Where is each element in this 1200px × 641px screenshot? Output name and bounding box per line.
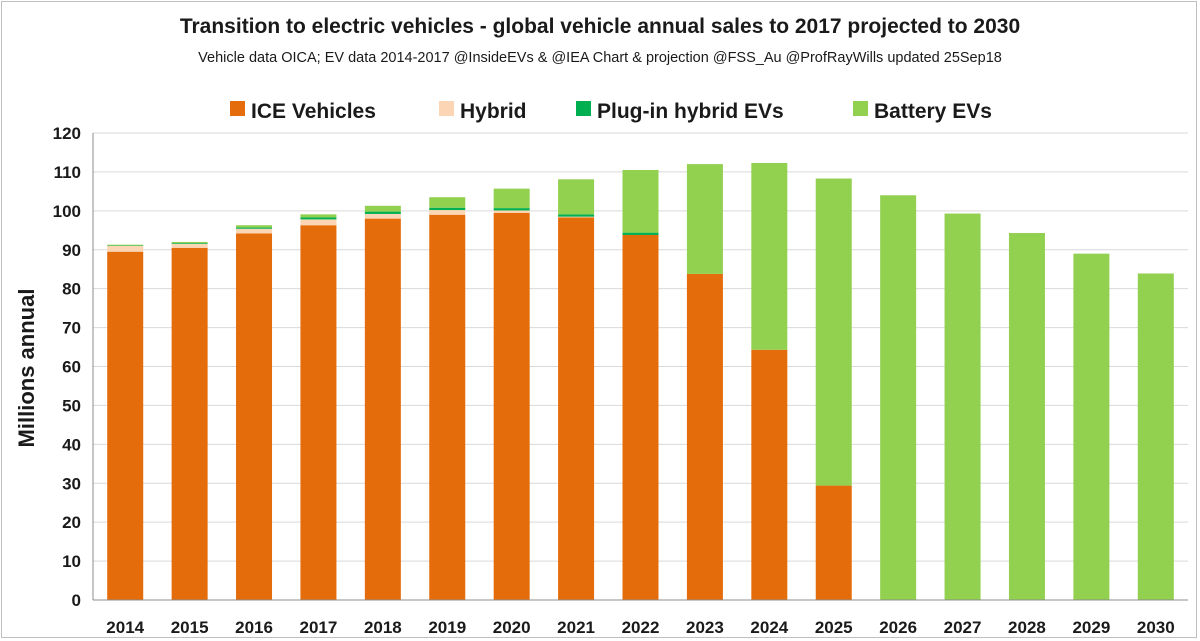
bars [107,162,1174,601]
bar-segment-plug-in-hybrid-evs-2021 [558,214,595,217]
bar-segment-hybrid-2018 [364,213,401,219]
bar-segment-battery-evs-2025 [815,178,852,486]
x-tick-label: 2030 [1137,618,1175,637]
bar-segment-ice-vehicles-2023 [686,273,723,600]
y-tick-label: 50 [62,396,81,415]
legend-swatch [853,101,868,116]
bar-segment-plug-in-hybrid-evs-2015 [171,243,208,244]
bar-segment-plug-in-hybrid-evs-2016 [236,227,273,229]
bar-segment-hybrid-2015 [171,243,208,248]
bar-segment-battery-evs-2018 [364,205,401,212]
bar-segment-battery-evs-2029 [1073,253,1110,600]
bar-segment-hybrid-2014 [107,245,144,252]
x-tick-label: 2029 [1072,618,1110,637]
bar-segment-battery-evs-2019 [429,197,466,208]
bar-segment-ice-vehicles-2022 [622,234,659,600]
legend-swatch [230,101,245,116]
bar-segment-ice-vehicles-2018 [364,218,401,600]
x-tick-label: 2025 [815,618,853,637]
bar-segment-ice-vehicles-2015 [171,247,208,601]
bar-segment-plug-in-hybrid-evs-2017 [300,217,337,220]
x-tick-label: 2021 [557,618,595,637]
bar-segment-battery-evs-2023 [686,164,723,274]
x-tick-label: 2020 [493,618,531,637]
bar-segment-hybrid-2019 [429,210,466,215]
y-tick-label: 20 [62,513,81,532]
bar-segment-ice-vehicles-2014 [107,251,144,600]
bar-segment-ice-vehicles-2019 [429,214,466,601]
bar-segment-battery-evs-2024 [751,162,788,350]
bar-segment-hybrid-2020 [493,210,530,213]
x-axis-ticks: 2014 2015 2016 2017 2018 2019 2020 2021 2022 2023… [106,618,1174,637]
bar-segment-hybrid-2017 [300,219,337,226]
bar-segment-battery-evs-2027 [944,213,981,600]
bar-segment-plug-in-hybrid-evs-2020 [493,208,530,211]
bar-segment-ice-vehicles-2025 [815,485,852,600]
bar-segment-battery-evs-2028 [1008,233,1045,600]
bar-segment-ice-vehicles-2020 [493,212,530,600]
x-tick-label: 2024 [750,618,788,637]
y-tick-label: 10 [62,552,81,571]
x-tick-label: 2023 [686,618,724,637]
chart-title: Transition to electric vehicles - global… [180,15,1020,38]
bar-segment-hybrid-2021 [558,216,595,218]
y-tick-label: 110 [54,163,81,182]
y-tick-label: 90 [62,241,81,260]
bar-segment-battery-evs-2021 [558,179,595,215]
legend-swatch [439,101,454,116]
x-tick-label: 2022 [622,618,660,637]
bar-segment-ice-vehicles-2024 [751,349,788,600]
chart-subtitle: Vehicle data OICA; EV data 2014-2017 @In… [198,50,1002,66]
x-tick-label: 2016 [235,618,273,637]
x-tick-label: 2026 [879,618,917,637]
legend-label: ICE Vehicles [251,100,376,123]
bar-segment-battery-evs-2014 [107,244,144,246]
bar-segment-plug-in-hybrid-evs-2022 [622,232,659,235]
bar-segment-ice-vehicles-2021 [558,217,595,600]
y-tick-label: 70 [62,319,81,338]
x-tick-label: 2015 [171,618,209,637]
y-tick-label: 100 [53,202,81,221]
legend-label: Battery EVs [874,100,992,123]
bar-segment-battery-evs-2022 [622,169,659,233]
legend-label: Hybrid [460,100,527,123]
bar-segment-ice-vehicles-2016 [236,233,273,600]
y-tick-label: 60 [62,358,81,377]
bar-segment-battery-evs-2030 [1137,273,1174,600]
y-tick-label: 40 [62,435,81,454]
x-tick-label: 2014 [106,618,144,637]
bar-segment-battery-evs-2026 [880,195,917,600]
x-tick-label: 2017 [300,618,338,637]
x-tick-label: 2027 [944,618,982,637]
x-tick-label: 2028 [1008,618,1046,637]
x-tick-label: 2019 [428,618,466,637]
bar-segment-plug-in-hybrid-evs-2018 [364,211,401,214]
legend: ICE Vehicles Hybrid Plug-in hybrid EVs Batt… [230,100,992,123]
bar-segment-battery-evs-2015 [171,241,208,244]
bar-segment-hybrid-2016 [236,228,273,234]
x-tick-label: 2018 [364,618,402,637]
bar-segment-plug-in-hybrid-evs-2019 [429,207,466,211]
y-tick-label: 0 [72,591,81,610]
y-tick-label: 30 [62,474,81,493]
legend-label: Plug-in hybrid EVs [597,100,784,123]
y-axis-title: Millions annual [14,289,39,448]
bar-segment-battery-evs-2016 [236,225,273,228]
y-tick-label: 80 [62,280,81,299]
bar-segment-battery-evs-2017 [300,214,337,218]
legend-swatch [576,101,591,116]
y-tick-label: 120 [53,124,81,143]
y-axis-ticks: 0 10 20 30 40 50 60 70 80 90 100 110 120 [53,124,81,610]
bar-segment-battery-evs-2020 [493,188,530,209]
bar-segment-ice-vehicles-2017 [300,225,337,601]
